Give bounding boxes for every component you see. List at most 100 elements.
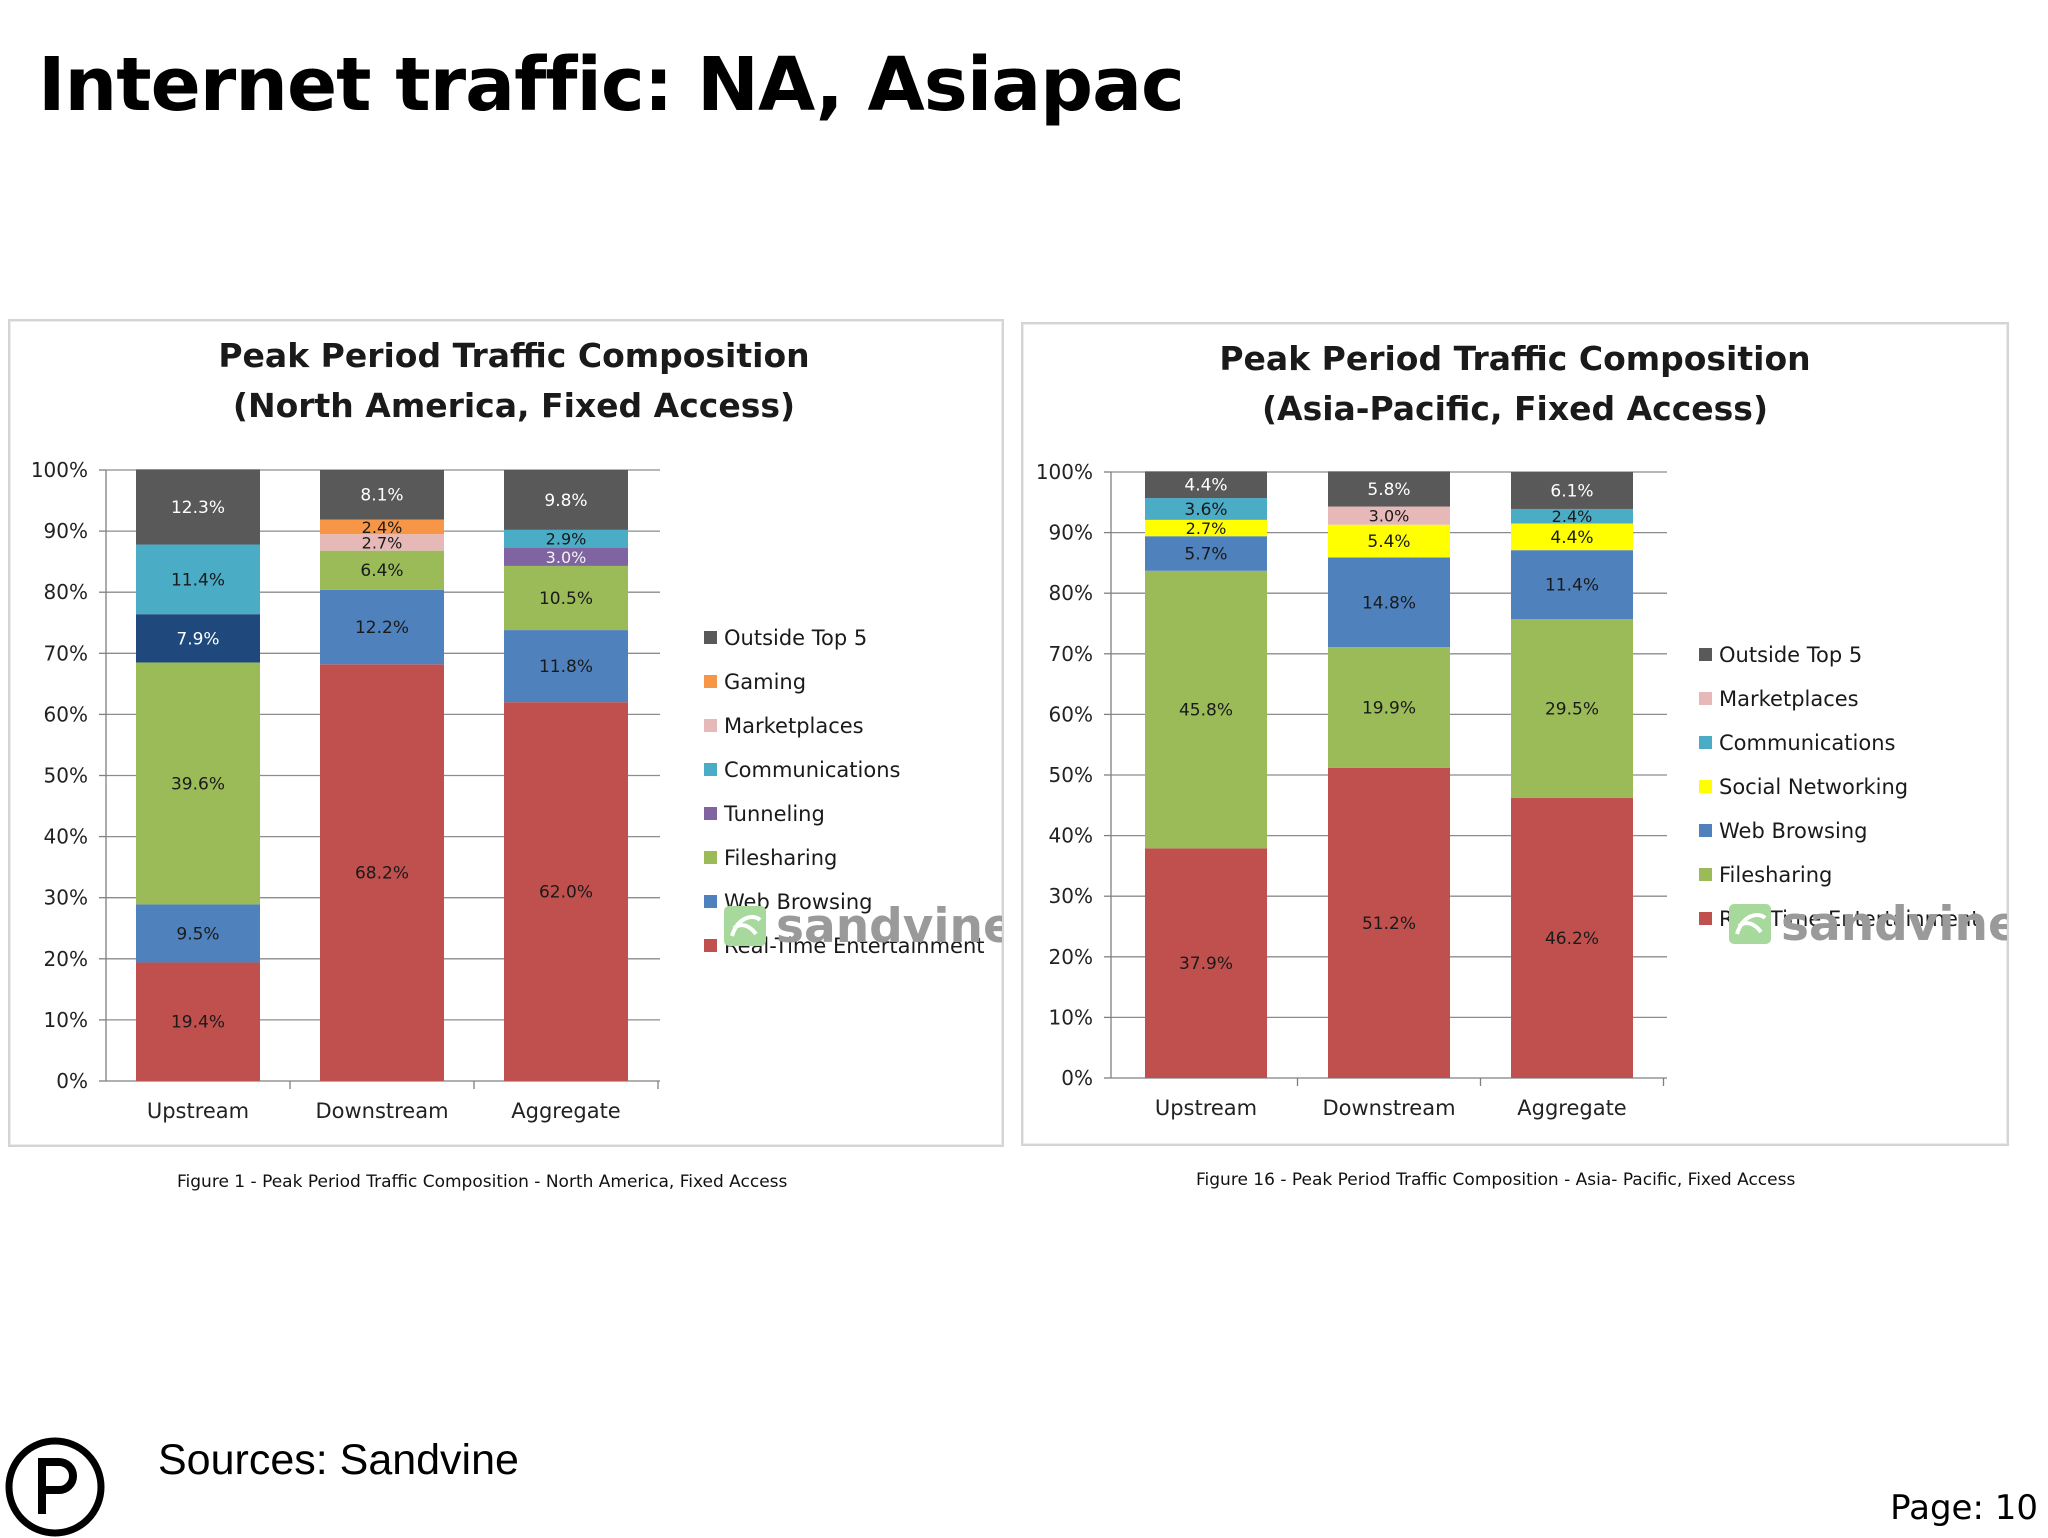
bar-marketplaces-downstream xyxy=(1328,506,1450,525)
data-label-communications-aggregate: 2.4% xyxy=(1552,507,1593,526)
chart-title: Peak Period Traffic Composition xyxy=(218,336,809,375)
data-label-web-browsing-downstream: 14.8% xyxy=(1362,593,1416,613)
data-label-filesharing-downstream: 19.9% xyxy=(1362,698,1416,718)
y-tick-label: 0% xyxy=(56,1069,88,1093)
y-tick-label: 10% xyxy=(1049,1005,1093,1029)
bar-web-browsing-aggregate xyxy=(1511,550,1633,620)
slide-title: Internet traffic: NA, Asiapac xyxy=(38,42,1185,128)
x-tick-label-upstream: Upstream xyxy=(147,1099,249,1123)
data-label-real-time-entertainment-downstream: 68.2% xyxy=(355,864,409,884)
bar-outside-top-5-aggregate xyxy=(1511,472,1633,509)
legend-swatch-marketplaces xyxy=(1699,692,1712,705)
bar-marketplaces-downstream xyxy=(320,534,444,551)
legend-swatch-communications xyxy=(704,763,717,776)
bar-outside-top-5-downstream xyxy=(320,470,444,520)
p-logo-icon xyxy=(5,1437,105,1537)
bar-web-browsing-aggregate xyxy=(504,630,628,703)
data-label-tunneling-aggregate: 3.0% xyxy=(546,548,587,567)
bar-filesharing-upstream xyxy=(136,662,260,905)
bar-social-networking-aggregate xyxy=(1511,523,1633,551)
data-label-filesharing-aggregate: 29.5% xyxy=(1545,700,1599,720)
legend-item-communications: Communications xyxy=(724,758,900,782)
data-label-filesharing-upstream: 39.6% xyxy=(171,774,225,794)
bar-gaming-downstream xyxy=(320,519,444,535)
data-label-filesharing-aggregate: 10.5% xyxy=(539,589,593,609)
chart-north-america: Peak Period Traffic Composition (North Am… xyxy=(31,336,1002,1123)
chart-subtitle: (Asia-Pacific, Fixed Access) xyxy=(1262,389,1768,428)
data-label-social-networking-aggregate: 4.4% xyxy=(1550,528,1593,548)
data-label-filesharing-downstream: 6.4% xyxy=(360,561,403,581)
data-label-outside-top-5-aggregate: 9.8% xyxy=(544,491,587,511)
y-tick-label: 30% xyxy=(44,886,88,910)
figure-caption-asia-pacific: Figure 16 - Peak Period Traffic Composit… xyxy=(1196,1170,1796,1190)
legend-item-communications: Communications xyxy=(1719,731,1895,755)
sandvine-logo-icon: sandvine xyxy=(1729,897,2007,952)
y-tick-label: 20% xyxy=(1049,945,1093,969)
data-label-web-browsing-upstream: 9.5% xyxy=(176,924,219,944)
legend-item-outside-top-5: Outside Top 5 xyxy=(1719,643,1862,667)
legend-item-real-time-entertainment: Real-Time Entertainment xyxy=(724,934,985,958)
sources-note: Sources: Sandvine xyxy=(158,1436,519,1484)
legend-swatch-web-browsing xyxy=(1699,824,1712,837)
chart-panel-north-america: Peak Period Traffic Composition (North Am… xyxy=(8,319,1004,1147)
data-label-outside-top-5-downstream: 8.1% xyxy=(360,486,403,506)
y-tick-label: 60% xyxy=(44,702,88,726)
legend-swatch-filesharing xyxy=(1699,868,1712,881)
bar-tunneling-aggregate xyxy=(504,547,628,566)
bar-communications-upstream xyxy=(1145,498,1267,520)
legend-swatch-marketplaces xyxy=(704,719,717,732)
data-label-real-time-entertainment-aggregate: 46.2% xyxy=(1545,929,1599,949)
data-label-marketplaces-downstream: 3.0% xyxy=(1369,507,1410,526)
data-label-real-time-entertainment-aggregate: 62.0% xyxy=(539,883,593,903)
bar-real-time-entertainment-upstream xyxy=(1145,848,1267,1078)
bar-social-networking-upstream xyxy=(1145,519,1267,537)
y-tick-label: 0% xyxy=(1061,1066,1093,1090)
bar-communications-aggregate xyxy=(504,529,628,548)
bar-dark-blue-segment-upstream xyxy=(136,614,260,663)
y-tick-label: 80% xyxy=(1049,581,1093,605)
legend-swatch-outside-top-5 xyxy=(1699,648,1712,661)
y-tick-label: 90% xyxy=(1049,521,1093,545)
data-label-web-browsing-aggregate: 11.8% xyxy=(539,657,593,677)
y-tick-label: 100% xyxy=(31,458,88,482)
data-label-web-browsing-downstream: 12.2% xyxy=(355,618,409,638)
y-tick-label: 60% xyxy=(1049,702,1093,726)
legend-item-gaming: Gaming xyxy=(724,670,806,694)
legend-swatch-social-networking xyxy=(1699,780,1712,793)
y-tick-label: 30% xyxy=(1049,884,1093,908)
y-tick-label: 90% xyxy=(44,519,88,543)
data-label-outside-top-5-aggregate: 6.1% xyxy=(1550,481,1593,501)
data-label-marketplaces-downstream: 2.7% xyxy=(362,533,403,552)
y-tick-label: 50% xyxy=(1049,763,1093,787)
legend-swatch-tunneling xyxy=(704,807,717,820)
bar-social-networking-downstream xyxy=(1328,524,1450,558)
bar-communications-upstream xyxy=(136,544,260,615)
x-tick-label-upstream: Upstream xyxy=(1155,1096,1257,1120)
chart-asia-pacific: Peak Period Traffic Composition (Asia-Pac… xyxy=(1036,339,2007,1120)
sandvine-logo-swoosh xyxy=(730,915,762,937)
data-label-web-browsing-upstream: 5.7% xyxy=(1184,545,1227,565)
bar-real-time-entertainment-downstream xyxy=(1328,767,1450,1078)
y-tick-label: 20% xyxy=(44,947,88,971)
bar-outside-top-5-upstream xyxy=(136,469,260,545)
data-label-filesharing-upstream: 45.8% xyxy=(1179,701,1233,721)
bar-web-browsing-downstream xyxy=(1328,557,1450,648)
bar-real-time-entertainment-downstream xyxy=(320,664,444,1081)
legend-swatch-filesharing xyxy=(704,851,717,864)
legend-swatch-outside-top-5 xyxy=(704,631,717,644)
sandvine-wordmark: sandvine xyxy=(776,899,1002,954)
legend-item-marketplaces: Marketplaces xyxy=(724,714,864,738)
bar-real-time-entertainment-upstream xyxy=(136,962,260,1081)
chart-panel-asia-pacific: Peak Period Traffic Composition (Asia-Pac… xyxy=(1021,322,2009,1146)
sandvine-logo-swoosh xyxy=(1735,913,1767,935)
sandvine-wordmark: sandvine xyxy=(1781,897,2007,952)
data-label-outside-top-5-upstream: 12.3% xyxy=(171,498,225,518)
bar-filesharing-downstream xyxy=(320,550,444,590)
data-label-dark-blue-segment-upstream: 7.9% xyxy=(176,629,219,649)
data-label-web-browsing-aggregate: 11.4% xyxy=(1545,576,1599,596)
legend-swatch-communications xyxy=(1699,736,1712,749)
legend-item-tunneling: Tunneling xyxy=(723,802,825,826)
data-label-communications-upstream: 3.6% xyxy=(1184,500,1227,520)
legend-item-outside-top-5: Outside Top 5 xyxy=(724,626,867,650)
data-label-gaming-downstream: 2.4% xyxy=(362,518,403,537)
